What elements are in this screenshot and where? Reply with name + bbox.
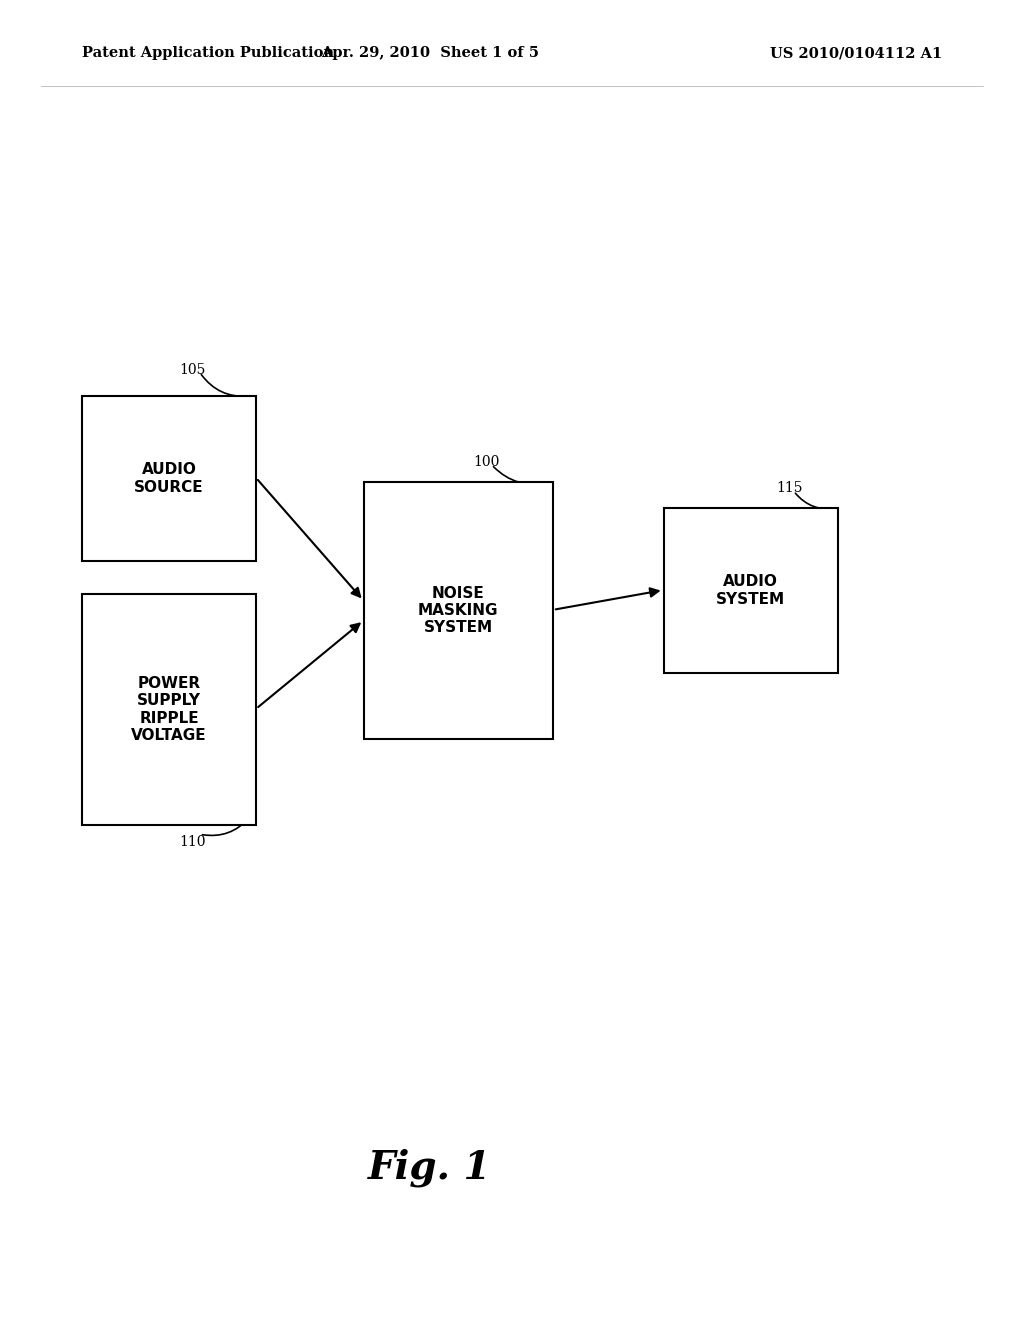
Text: Patent Application Publication: Patent Application Publication [82, 46, 334, 61]
Text: Apr. 29, 2010  Sheet 1 of 5: Apr. 29, 2010 Sheet 1 of 5 [322, 46, 539, 61]
Text: AUDIO
SYSTEM: AUDIO SYSTEM [716, 574, 785, 607]
Text: US 2010/0104112 A1: US 2010/0104112 A1 [770, 46, 942, 61]
Text: 115: 115 [776, 482, 803, 495]
FancyBboxPatch shape [664, 508, 838, 673]
Text: 110: 110 [179, 836, 206, 849]
Text: 100: 100 [473, 455, 500, 469]
Text: POWER
SUPPLY
RIPPLE
VOLTAGE: POWER SUPPLY RIPPLE VOLTAGE [131, 676, 207, 743]
Text: 105: 105 [179, 363, 206, 376]
FancyBboxPatch shape [364, 482, 553, 739]
FancyBboxPatch shape [82, 396, 256, 561]
Text: AUDIO
SOURCE: AUDIO SOURCE [134, 462, 204, 495]
Text: Fig. 1: Fig. 1 [369, 1148, 492, 1188]
FancyBboxPatch shape [82, 594, 256, 825]
Text: NOISE
MASKING
SYSTEM: NOISE MASKING SYSTEM [418, 586, 499, 635]
